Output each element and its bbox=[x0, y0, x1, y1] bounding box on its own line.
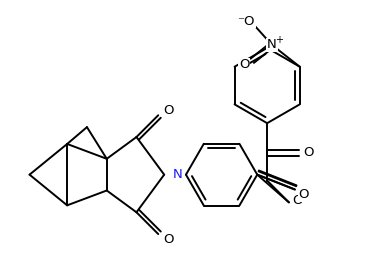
Text: ⁻O: ⁻O bbox=[238, 15, 255, 28]
Text: N: N bbox=[173, 168, 183, 181]
Text: O: O bbox=[239, 58, 250, 71]
Text: O: O bbox=[163, 232, 173, 246]
Text: O: O bbox=[303, 146, 314, 159]
Text: +: + bbox=[275, 35, 283, 45]
Text: N: N bbox=[267, 38, 277, 52]
Text: O: O bbox=[163, 104, 173, 117]
Text: O: O bbox=[299, 188, 309, 201]
Text: O: O bbox=[293, 194, 303, 207]
